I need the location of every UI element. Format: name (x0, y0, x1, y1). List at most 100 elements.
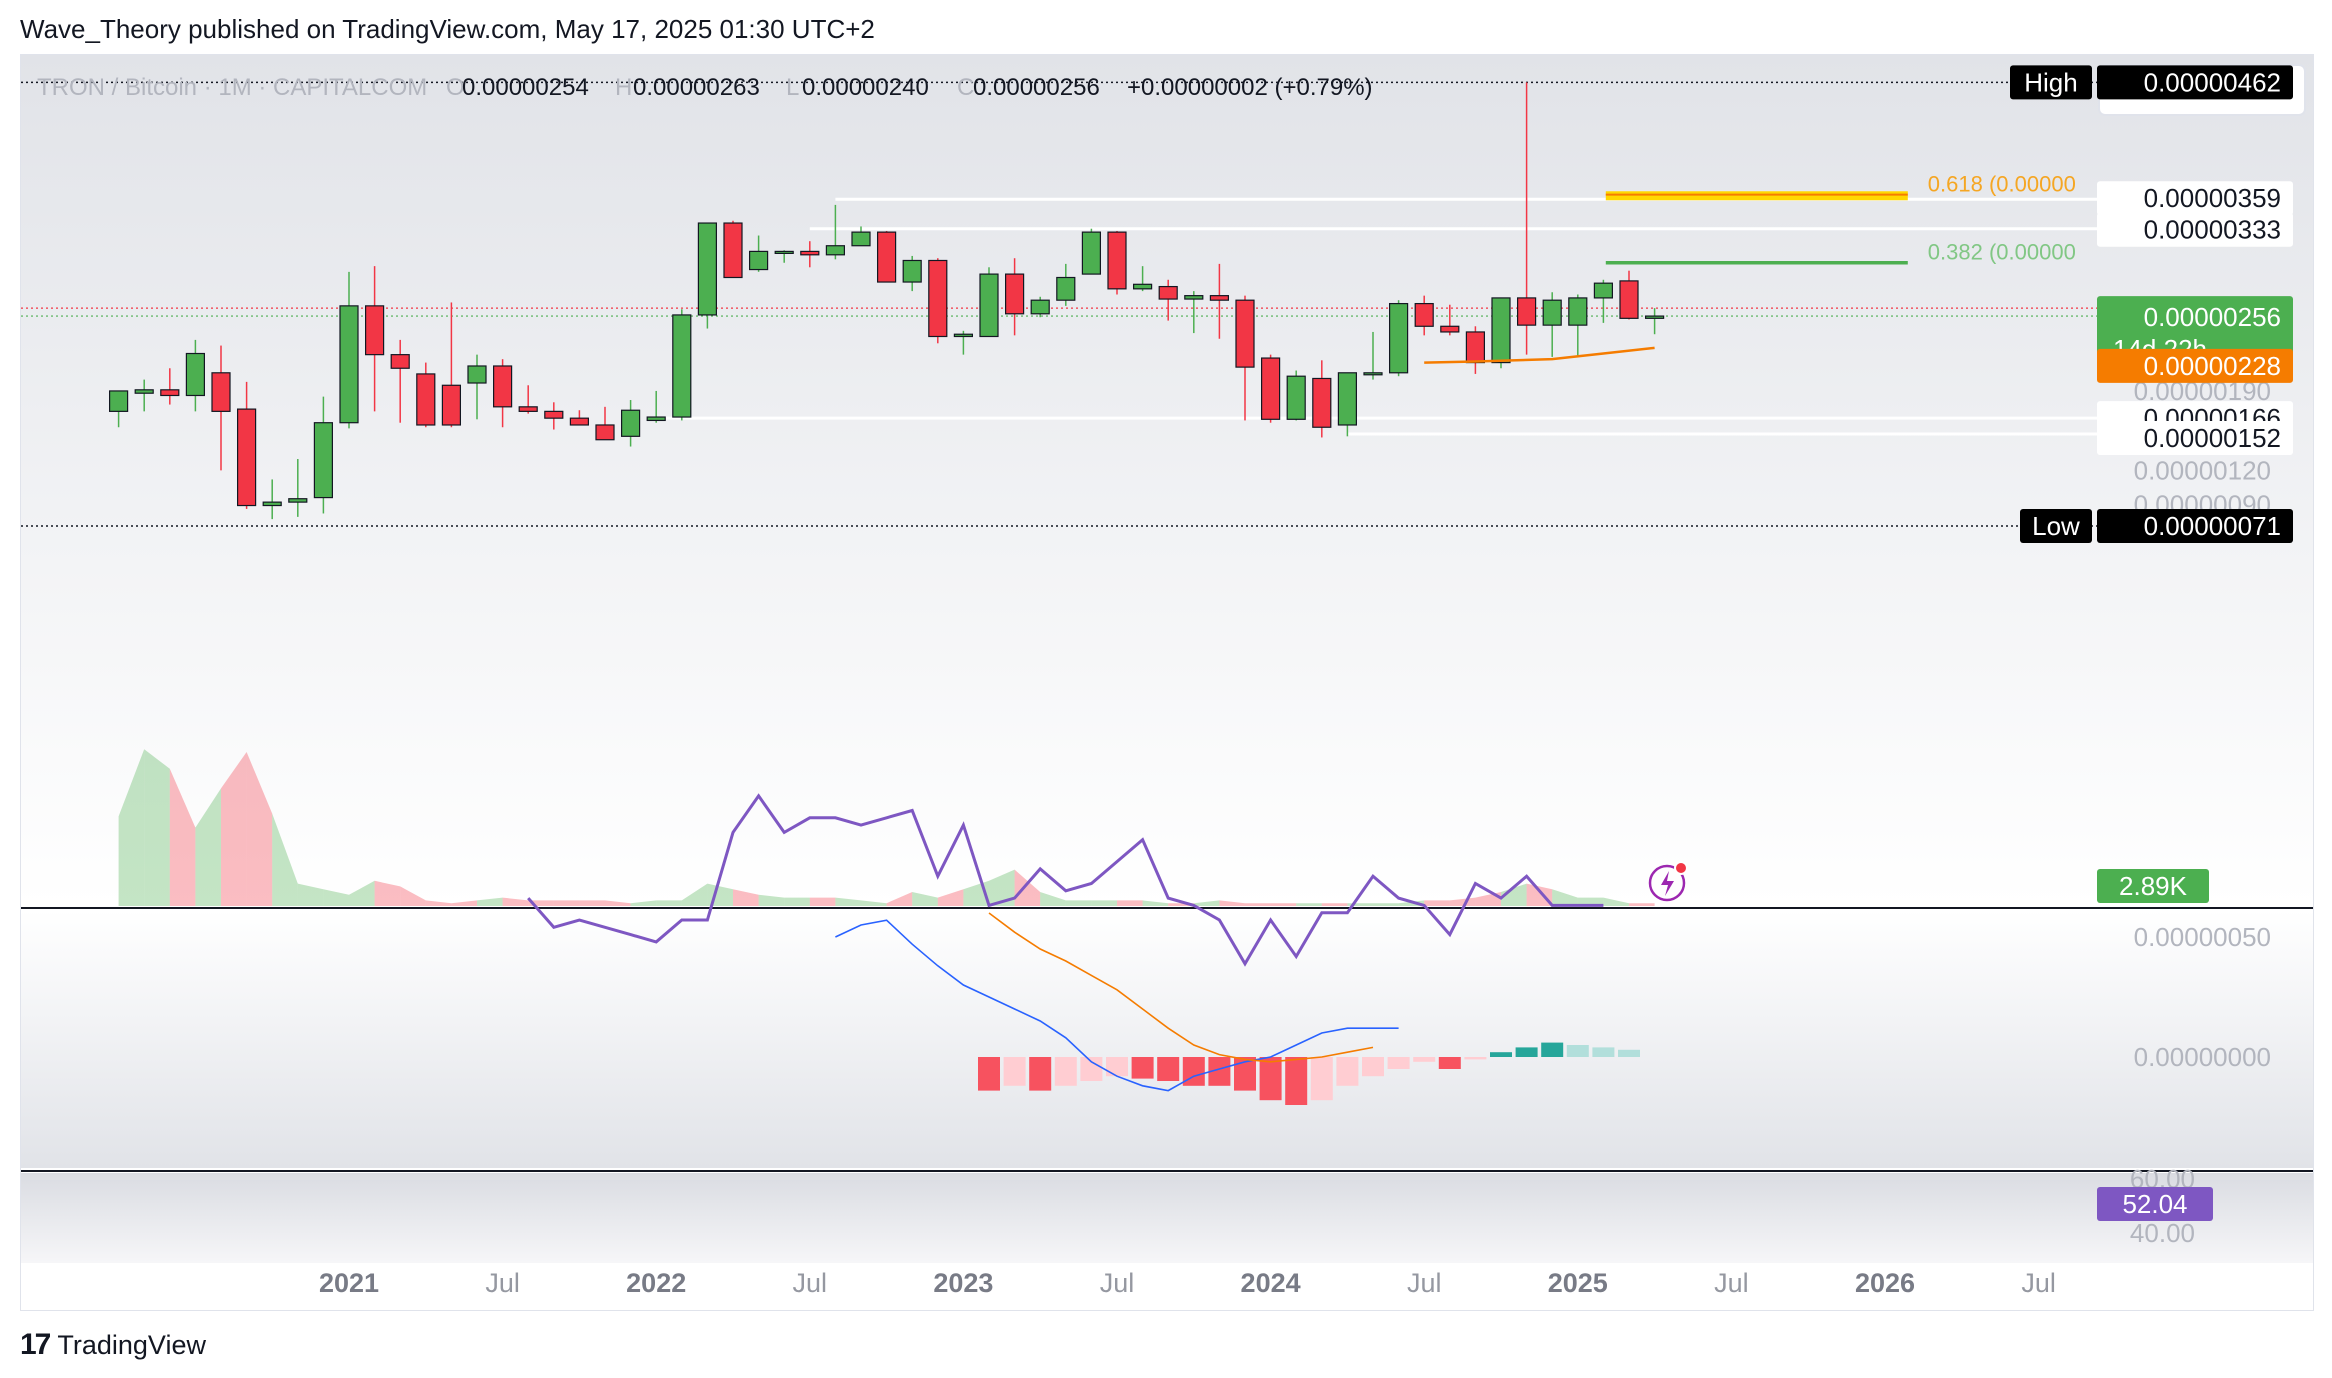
candle-body (288, 498, 308, 503)
candle (160, 368, 180, 405)
candle (1004, 258, 1025, 336)
candle (1363, 331, 1383, 380)
time-axis[interactable]: 2021 Jul 2022 Jul 2023 Jul 2024 Jul 2025 Jul 2026 J… (319, 1268, 2056, 1298)
level-label-333-bg (2097, 212, 2293, 247)
volume-area (1091, 900, 1117, 906)
high-price-label-bg (2097, 65, 2293, 100)
candle (185, 339, 205, 412)
candle-body (1388, 302, 1409, 374)
volume-area (630, 900, 657, 906)
candle-body (646, 416, 666, 422)
candle-body (825, 245, 846, 256)
candle (1030, 296, 1050, 318)
candle (851, 226, 871, 247)
volume-area (605, 900, 631, 906)
tradingview-brand: TradingView (57, 1329, 206, 1360)
ma-value-label-bg (2097, 348, 2293, 383)
candle-body (1644, 315, 1665, 319)
low-price-label-bg (2097, 508, 2293, 543)
macd-histogram-bar (1592, 1047, 1615, 1057)
volume-area (1040, 892, 1066, 906)
candle (620, 400, 641, 447)
volume-area (758, 894, 785, 906)
macd-pane-background (21, 910, 2313, 1168)
time-tick-label: Jul (485, 1268, 520, 1298)
volume-area (477, 897, 503, 906)
high-tag: High (2024, 67, 2077, 97)
macd-histogram-bar (1054, 1057, 1077, 1086)
candle-body (339, 305, 359, 424)
volume-area (400, 886, 426, 906)
candles[interactable] (108, 82, 1665, 520)
candle-body (953, 333, 974, 338)
volume-label-bg (2097, 869, 2209, 903)
candle (979, 267, 999, 338)
macd-tick-label: 0.00000000 (2134, 1042, 2271, 1072)
candle (1056, 263, 1076, 306)
candle-body (313, 422, 333, 499)
volume-area (1424, 900, 1450, 906)
candle-body (365, 305, 385, 356)
macd-line (835, 919, 1399, 1092)
candle (1516, 82, 1537, 355)
legend-o-label: O (446, 74, 465, 101)
volume-area (579, 900, 605, 906)
candle (1542, 292, 1562, 357)
candle (1491, 297, 1511, 369)
macd-histogram-bar (1080, 1057, 1103, 1081)
volume-area (861, 900, 887, 906)
candle-body (467, 365, 487, 384)
volume-area (784, 897, 810, 906)
candle-body (569, 417, 590, 426)
volume-area (1065, 900, 1092, 906)
candle-body (1158, 285, 1178, 300)
candle-body (185, 352, 205, 397)
candle-body (1542, 299, 1562, 326)
volume-area (733, 889, 759, 906)
rsi-value-label: 52.04 (2122, 1189, 2187, 1219)
candle (672, 309, 692, 421)
macd-histogram-bar (1285, 1057, 1308, 1105)
candle (1337, 372, 1358, 437)
volume-area (1142, 900, 1169, 906)
macd-histogram-bar (1464, 1057, 1487, 1060)
candle-body (134, 389, 154, 394)
volume-area (809, 897, 836, 906)
candlestick-chart[interactable]: 0.618 (0.00000 0.382 (0.00000 2021 Jul 2022… (21, 55, 2313, 1310)
price-labels: 0.00000462High0.00000071Low0.000003590.0… (2010, 65, 2293, 1221)
macd-histogram-bar (1362, 1057, 1384, 1077)
macd-histogram-bar (978, 1057, 1000, 1091)
legend-symbol[interactable]: TRON / Bitcoin · 1M · CAPITALCOM (37, 74, 427, 101)
candle (288, 459, 308, 517)
macd-histogram-bar (1182, 1057, 1205, 1086)
tradingview-logo[interactable]: 17 TradingView (20, 1328, 206, 1362)
macd-histogram-bar (1438, 1057, 1461, 1069)
candle-body (800, 250, 820, 256)
volume-area (553, 900, 580, 906)
macd-histogram-bar (1387, 1057, 1410, 1069)
chart-area[interactable]: 0.618 (0.00000 0.382 (0.00000 2021 Jul 2022… (20, 54, 2314, 1311)
candle-body (1312, 377, 1332, 428)
candle-body (1056, 276, 1076, 301)
candle-body (441, 384, 461, 426)
candle (723, 220, 743, 279)
legend-low: 0.00000240 (802, 74, 929, 101)
volume-area (1219, 900, 1245, 906)
candle-body (1619, 280, 1639, 319)
candle-body (1363, 372, 1383, 376)
candle (262, 479, 282, 520)
volume-area (656, 900, 682, 906)
volume-area (1373, 903, 1399, 906)
volume-area (272, 813, 298, 906)
replay-icon[interactable] (1648, 861, 1688, 902)
candle-body (1184, 295, 1204, 300)
macd-histogram-bar (1259, 1057, 1282, 1101)
volume-area (195, 788, 221, 906)
volume-area (1296, 903, 1322, 906)
volume-area (1603, 897, 1629, 906)
volume-area (221, 752, 247, 906)
macd-histogram-bar (1003, 1057, 1026, 1086)
macd-histogram-bar (1541, 1042, 1564, 1057)
legend-close: 0.00000256 (973, 74, 1100, 101)
volume-area (323, 889, 349, 906)
